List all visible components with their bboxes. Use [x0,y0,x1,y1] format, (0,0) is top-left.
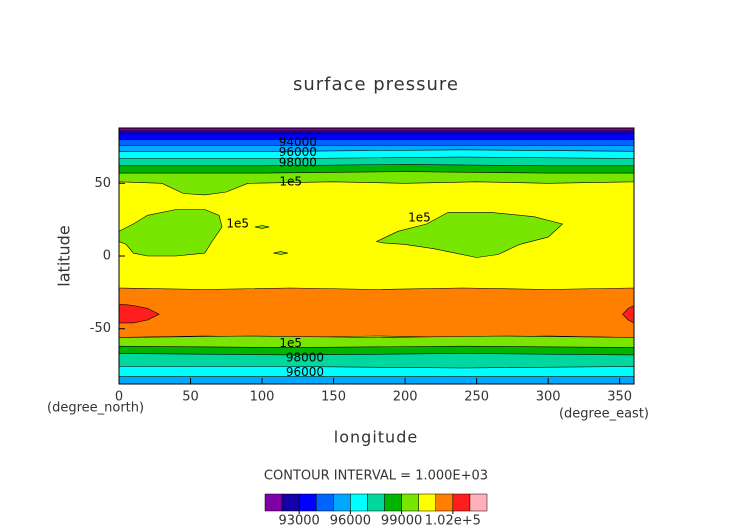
contour-region [119,209,223,257]
contour-region [119,376,634,384]
contour-label: 98000 [286,350,324,364]
contour-label: 96000 [279,145,317,159]
x-tick-label: 0 [115,390,123,405]
contour-region [119,303,160,324]
contour-region [622,305,634,324]
colorbar-box [350,493,368,512]
chart-title: surface pressure [293,74,459,95]
x-axis-label: longitude [334,428,418,447]
colorbar-box [298,493,317,512]
x-unit: (degree_north) [47,401,144,416]
x-tick-label: 100 [250,390,275,405]
x-tick-label: 250 [464,390,489,405]
y-tick-label: 0 [103,249,111,264]
x-tick-label: 50 [182,390,199,405]
contour-label: 96000 [286,365,324,379]
colorbar-box [333,493,351,512]
colorbar-box [418,493,437,512]
x-tick-label: 300 [536,390,561,405]
x-tick-label: 150 [321,390,346,405]
colorbar-box [281,493,300,512]
colorbar-box [367,493,385,512]
contour-label: 1e5 [279,336,302,350]
colorbar-box [384,493,402,512]
colorbar-box [469,493,488,512]
contour-interval: CONTOUR INTERVAL = 1.000E+03 [264,469,488,484]
contour-region [375,212,564,258]
colorbar-tick-label: 1.02e+5 [425,514,481,529]
colorbar-box [264,493,283,512]
y-axis-label: latitude [55,225,74,286]
colorbar-box [435,493,454,512]
colorbar-box [315,493,334,512]
contour-region [119,128,634,132]
y-tick-label: -50 [90,321,111,336]
contour-label: 98000 [279,155,317,169]
contour-region [119,287,634,338]
contour-label: 1e5 [279,174,302,188]
colorbar-box [401,493,419,512]
colorbar-tick-label: 93000 [278,514,319,529]
y-tick-label: 50 [94,176,111,191]
colorbar-tick-label: 99000 [381,514,422,529]
x-tick-label: 350 [607,390,632,405]
contour-label: 94000 [279,135,317,149]
colorbar-box [452,493,471,512]
colorbar-tick-label: 96000 [330,514,371,529]
x-tick-label: 200 [393,390,418,405]
contour-region [273,251,288,255]
contour-label: 1e5 [408,211,431,225]
contour-region [254,225,270,229]
contour-label: 1e5 [226,217,249,231]
y-unit: (degree_east) [559,407,649,422]
